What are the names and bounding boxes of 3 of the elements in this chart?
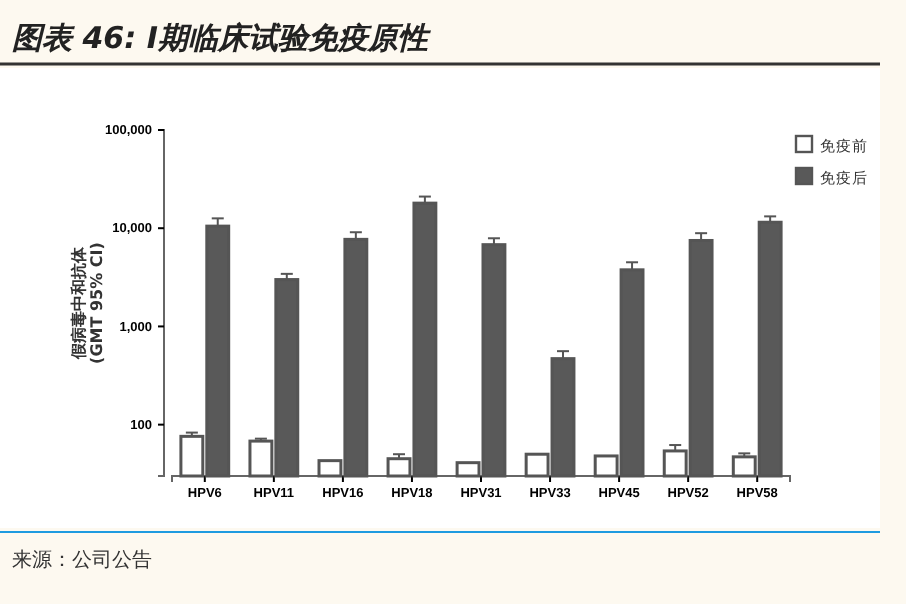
source-note: 来源：公司公告	[12, 548, 152, 572]
y-axis-title: 假病毒中和抗体 (GMT 95% CI)	[70, 242, 106, 364]
chart-title: 图表 46: I期临床试验免疫原性	[12, 20, 432, 56]
